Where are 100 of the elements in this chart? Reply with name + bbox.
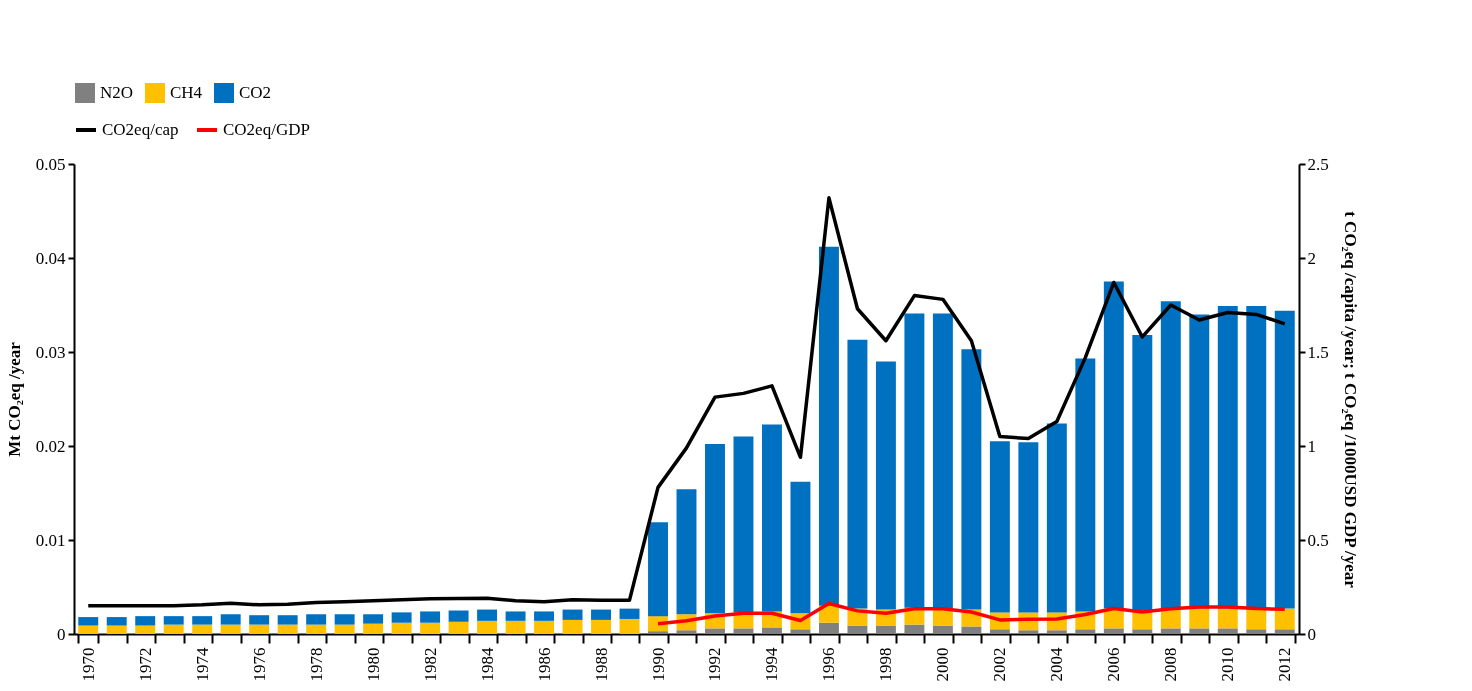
y2-tick-label: 1 (1307, 436, 1316, 456)
bar (989, 629, 1010, 634)
bar (363, 623, 384, 634)
x-tick-label: 2000 (933, 647, 953, 682)
bar (505, 620, 526, 634)
bar (619, 618, 640, 634)
bar (534, 611, 555, 621)
bar (306, 614, 327, 625)
x-tick-label: 2004 (1047, 647, 1067, 682)
bar (932, 625, 953, 634)
bar (1246, 629, 1267, 634)
x-tick-label: 1984 (477, 647, 497, 682)
bar (790, 629, 811, 634)
bar (135, 625, 156, 634)
bar (277, 615, 298, 625)
x-tick-label: 1990 (648, 647, 668, 682)
bar (790, 481, 811, 614)
bar (106, 617, 127, 626)
bar (818, 622, 839, 634)
y2-axis-title: t CO₂eq /capita /year; t CO₂eq /1000USD GDP /year (1340, 211, 1360, 589)
y2-tick-label: 1.5 (1307, 342, 1329, 362)
bar (220, 614, 241, 625)
bar (961, 626, 982, 634)
x-tick-label: 1992 (705, 647, 725, 682)
bar (847, 625, 868, 634)
bar (591, 609, 612, 620)
x-tick-label: 1980 (363, 647, 383, 682)
y-tick-label: 0.01 (35, 530, 66, 550)
bar (904, 624, 925, 634)
bar (1246, 608, 1267, 630)
bar (1160, 628, 1181, 634)
bar (163, 624, 184, 634)
y-tick-label: 0.04 (35, 248, 66, 268)
bar (1160, 609, 1181, 629)
bar (733, 628, 754, 634)
bar (448, 610, 469, 622)
bar (249, 624, 270, 634)
bar (932, 313, 953, 609)
bar (1160, 301, 1181, 610)
bar (705, 444, 725, 614)
bar (277, 624, 298, 634)
bar (591, 619, 612, 634)
x-tick-label: 1982 (420, 647, 440, 682)
bar (1046, 423, 1067, 613)
bar (249, 615, 270, 625)
bar (1274, 629, 1295, 634)
x-tick-label: 1970 (78, 647, 98, 682)
bar (391, 622, 412, 634)
bar (334, 624, 355, 634)
bar (1103, 281, 1124, 609)
bar (1217, 608, 1238, 629)
legend-label: CO2eq/cap (102, 120, 179, 139)
bar (1189, 608, 1210, 629)
y-tick-label: 0.03 (35, 342, 66, 362)
y2-tick-label: 2 (1307, 248, 1316, 268)
x-tick-label: 1974 (192, 647, 212, 682)
bar (1217, 628, 1238, 634)
bar (1046, 630, 1067, 634)
bar (818, 246, 839, 606)
bar (676, 630, 697, 634)
bar (989, 441, 1010, 613)
bar (961, 349, 982, 610)
bar (847, 339, 868, 609)
y-tick-label: 0.02 (35, 436, 66, 456)
x-tick-label: 1978 (306, 647, 326, 682)
bar (1132, 335, 1153, 611)
bar (192, 624, 213, 634)
y2-tick-label: 2.5 (1307, 154, 1329, 174)
bar (818, 605, 839, 623)
bar (875, 625, 896, 634)
bar (1018, 442, 1039, 613)
bar (648, 522, 668, 617)
x-tick-label: 1976 (249, 647, 269, 682)
y2-tick-label: 0.5 (1307, 530, 1329, 550)
bar (1103, 628, 1124, 634)
bar (1132, 629, 1153, 634)
x-tick-label: 1994 (762, 647, 782, 682)
bar (78, 625, 99, 634)
x-tick-label: 1986 (534, 647, 554, 682)
legend-label: N2O (100, 83, 134, 102)
line-series (86, 196, 1287, 608)
y-tick-label: 0 (57, 624, 66, 644)
bar (1217, 305, 1238, 609)
bar (648, 631, 668, 634)
bar (477, 609, 498, 621)
x-tick-label: 1998 (876, 647, 896, 682)
x-tick-label: 1988 (591, 647, 611, 682)
bar (420, 622, 441, 634)
bar (761, 627, 782, 634)
legend-label: CH4 (170, 83, 203, 102)
bar (1274, 608, 1295, 630)
bar (448, 621, 469, 634)
x-tick-label: 2012 (1275, 647, 1295, 682)
bar (761, 424, 782, 612)
bar (1189, 314, 1210, 609)
line-series (656, 601, 1287, 626)
bar (334, 614, 355, 625)
bar (306, 624, 327, 634)
bar (619, 608, 640, 619)
bar (904, 313, 925, 608)
